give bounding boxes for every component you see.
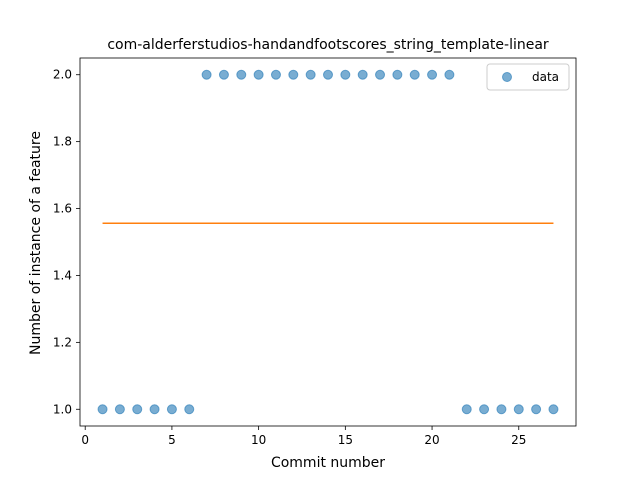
legend-label: data (532, 70, 559, 84)
data-point (409, 69, 420, 80)
data-point (201, 69, 212, 80)
y-tick-label: 2.0 (53, 68, 72, 82)
data-point (323, 69, 333, 80)
data-point (496, 404, 507, 415)
x-tick-label: 10 (251, 433, 266, 447)
data-point (270, 69, 281, 80)
data-point (218, 69, 229, 80)
data-point (305, 69, 316, 80)
data-point (132, 404, 143, 415)
data-point (479, 404, 490, 415)
plot-frame (79, 57, 577, 427)
x-tick-label: 25 (511, 433, 526, 447)
data-point (97, 404, 108, 415)
data-point (548, 404, 559, 415)
data-point (166, 404, 177, 415)
y-tick-label: 1.0 (53, 402, 72, 416)
data-point (375, 69, 386, 80)
data-point (184, 404, 195, 415)
y-axis-label: Number of instance of a feature (28, 131, 44, 355)
legend-box (486, 63, 570, 91)
data-point (114, 404, 125, 415)
x-tick-label: 5 (168, 433, 176, 447)
data-point (461, 404, 472, 415)
y-tick-label: 1.8 (53, 135, 72, 149)
chart-title: com-alderferstudios-handandfootscores_st… (107, 37, 549, 53)
data-point (340, 69, 351, 80)
x-axis-label: Commit number (271, 455, 385, 471)
data-point (357, 69, 368, 80)
data-point (427, 69, 438, 80)
y-tick-label: 1.4 (53, 268, 72, 282)
data-point (513, 404, 524, 415)
x-tick-label: 20 (424, 433, 439, 447)
data-point (392, 69, 403, 80)
x-tick-label: 0 (81, 433, 89, 447)
data-point (288, 69, 299, 80)
data-point (531, 404, 542, 415)
x-tick-label: 15 (338, 433, 353, 447)
data-point (236, 69, 247, 80)
y-tick-label: 1.6 (53, 202, 72, 216)
legend-marker (502, 72, 512, 82)
data-point (149, 404, 160, 415)
data-point (444, 69, 455, 80)
y-tick-label: 1.2 (53, 335, 72, 349)
data-point (253, 69, 264, 80)
